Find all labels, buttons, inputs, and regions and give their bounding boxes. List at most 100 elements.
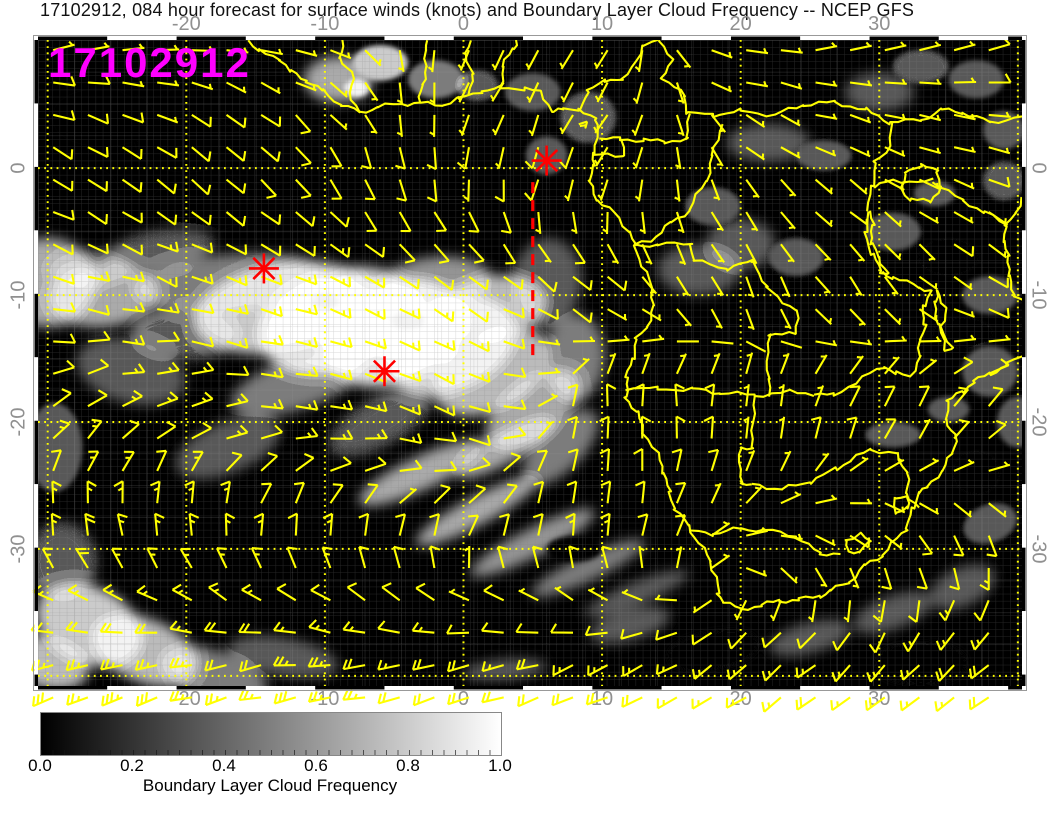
wind-barb — [191, 146, 212, 163]
wind-barb — [446, 624, 470, 635]
wind-barb — [846, 416, 858, 439]
wind-barb — [121, 178, 143, 193]
country-border — [657, 40, 1022, 126]
wind-barb — [953, 308, 975, 318]
country-border — [498, 40, 519, 89]
colorbar-minor-ticks — [41, 750, 501, 755]
wind-barb — [745, 146, 765, 161]
wind-barb — [572, 336, 596, 343]
wind-barb — [899, 664, 921, 681]
wind-barb — [918, 385, 931, 407]
wind-barb — [260, 81, 281, 95]
wind-barb — [745, 486, 763, 504]
frame-layer — [33, 35, 1027, 691]
wind-barb — [87, 113, 110, 125]
wind-barb — [396, 82, 404, 105]
wind-barb — [396, 179, 408, 202]
wind-barb — [398, 243, 416, 264]
wind-barb — [434, 460, 458, 472]
wind-barb — [191, 178, 212, 196]
wind-barb — [849, 308, 867, 326]
wind-barb — [87, 330, 111, 343]
wind-barb — [587, 664, 609, 677]
wind-barb — [710, 352, 721, 375]
wind-barb — [491, 114, 505, 136]
wind-barb — [745, 276, 755, 298]
country-border — [1002, 197, 1022, 301]
wind-barb — [902, 632, 921, 653]
wind-barb — [260, 398, 284, 410]
wind-barb — [746, 80, 769, 88]
wind-barb — [111, 547, 124, 569]
wind-barb — [634, 179, 644, 202]
wind-barb — [918, 358, 938, 375]
colorbar-tick-label: 1.0 — [488, 756, 512, 775]
colorbar — [40, 712, 502, 756]
wind-barb — [122, 389, 143, 408]
wind-barb — [710, 276, 725, 296]
site-asterisk-marker — [372, 359, 397, 383]
wind-barb — [87, 211, 108, 225]
wind-barb — [121, 419, 140, 440]
wind-barb — [988, 420, 1007, 440]
wind-barb — [779, 352, 790, 375]
wind-barb — [883, 385, 896, 407]
wind-barb — [691, 696, 713, 710]
wind-barb — [253, 512, 265, 536]
wind-barb — [51, 480, 62, 504]
wind-barb — [503, 275, 524, 291]
wind-barb — [468, 275, 489, 291]
wind-barb — [953, 356, 974, 375]
wind-barb — [655, 664, 678, 676]
wind-barb — [499, 513, 511, 536]
wind-barb — [358, 512, 370, 536]
wind-barb — [676, 308, 692, 327]
wind-barb — [746, 47, 769, 55]
wind-barb — [295, 427, 319, 440]
wind-barb — [358, 545, 370, 569]
wind-barb — [225, 146, 247, 162]
wind-barb — [554, 585, 574, 602]
wind-barb — [676, 276, 690, 296]
wind-barb — [329, 483, 344, 504]
wind-barb — [535, 211, 542, 234]
wind-barb — [169, 620, 192, 634]
wind-barb — [134, 658, 158, 671]
wind-barb — [745, 567, 768, 577]
wind-barb — [329, 308, 352, 320]
wind-barb — [953, 535, 965, 557]
wind-barb — [468, 371, 491, 383]
wind-barb — [638, 545, 645, 569]
wind-barb — [156, 146, 178, 159]
wind-barb — [953, 243, 975, 258]
wind-barb — [710, 146, 724, 167]
wind-barb — [329, 275, 352, 288]
wind-barb — [675, 82, 685, 104]
wind-barb — [953, 146, 976, 154]
wind-barb — [468, 243, 485, 264]
wind-barb — [52, 40, 75, 52]
wind-barb — [538, 339, 561, 346]
country-border — [863, 210, 890, 275]
wind-barb — [674, 179, 681, 202]
wind-barb — [552, 664, 574, 677]
wind-barb — [872, 600, 886, 623]
wind-barb — [780, 533, 803, 541]
wind-barb — [468, 340, 490, 353]
wind-barb — [778, 416, 786, 439]
wind-barb — [918, 178, 940, 190]
wind-barb — [814, 308, 833, 326]
wind-barb — [342, 658, 366, 671]
wind-barb — [503, 338, 526, 350]
wind-barb — [988, 334, 1011, 343]
wind-barb — [330, 337, 353, 349]
wind-barb — [225, 178, 247, 195]
wind-barb — [121, 211, 143, 224]
wind-barb — [815, 113, 838, 120]
wind-barb — [988, 307, 1010, 319]
wind-barb — [295, 178, 312, 199]
wind-barb — [953, 502, 972, 518]
country-border — [933, 289, 955, 352]
wind-barb — [399, 308, 421, 320]
wind-barb — [607, 335, 630, 343]
